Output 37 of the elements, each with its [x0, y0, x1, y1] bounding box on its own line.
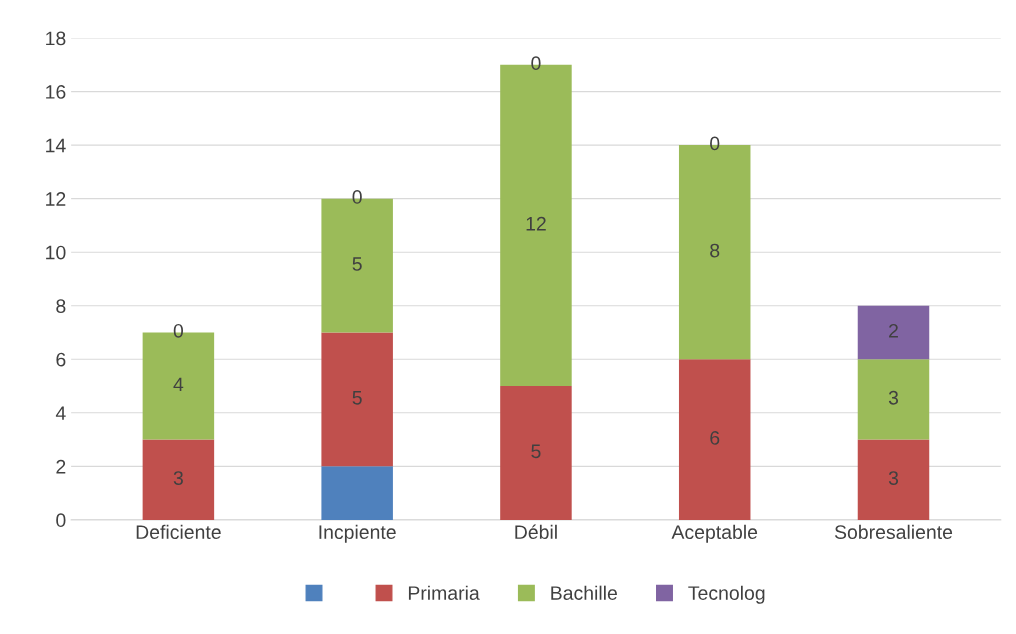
y-tick-label: 4	[55, 406, 66, 420]
bar	[678, 359, 751, 520]
data-label: 5	[531, 444, 541, 459]
data-label: 8	[710, 243, 720, 258]
y-tick-label: 0	[56, 513, 66, 528]
y-tick-label: 18	[46, 31, 66, 46]
bar	[321, 466, 393, 520]
data-label: 5	[352, 391, 362, 405]
bar	[142, 439, 215, 520]
x-tick-label: Incpiente	[319, 524, 396, 543]
x-tick-label: Sobresaliente	[834, 524, 953, 540]
bar	[857, 439, 930, 520]
data-label: 3	[173, 471, 183, 485]
data-label: 2	[889, 323, 898, 338]
y-tick-label: 10	[46, 245, 66, 260]
y-tick-label: 16	[46, 85, 66, 99]
y-tick-label: 6	[56, 352, 66, 367]
bar	[321, 332, 393, 467]
y-tick-label: 8	[56, 299, 66, 313]
legend-label: Primaria	[408, 585, 480, 600]
x-tick-label: Aceptable	[671, 524, 758, 543]
x-tick-label: Débil	[515, 524, 557, 540]
bar	[500, 386, 572, 520]
data-label: 3	[888, 471, 899, 485]
x-tick-label: Deficiente	[136, 524, 221, 540]
legend-label: Bachille	[551, 585, 617, 600]
data-label: 5	[352, 257, 362, 271]
data-label: 6	[710, 431, 720, 445]
data-label: 3	[888, 390, 899, 405]
y-tick-label: 14	[46, 138, 66, 153]
data-label: 12	[526, 216, 546, 231]
bar	[857, 359, 930, 440]
y-tick-label: 12	[46, 192, 66, 206]
legend-label: Tecnolog	[688, 585, 765, 604]
y-tick-label: 2	[56, 459, 66, 474]
data-label: 4	[173, 377, 184, 392]
bar	[857, 305, 930, 360]
